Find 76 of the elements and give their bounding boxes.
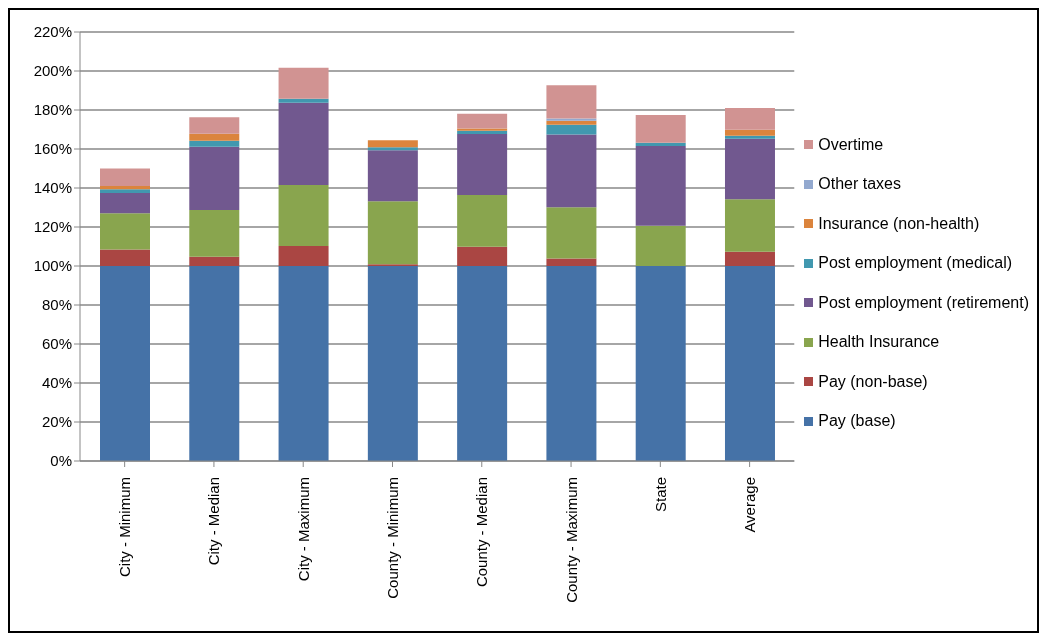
legend-label: Pay (base) [818, 412, 896, 431]
bar [189, 256, 240, 266]
bar [278, 67, 329, 99]
legend-label: Post employment (retirement) [818, 293, 1029, 312]
y-tick-label: 60% [41, 335, 72, 353]
bar [635, 225, 686, 266]
bar [367, 201, 418, 265]
legend-label: Health Insurance [818, 333, 940, 352]
legend-label: Other taxes [818, 175, 901, 194]
bar [724, 138, 775, 200]
bar [278, 102, 329, 186]
bar [724, 108, 775, 130]
bar [546, 85, 597, 119]
y-tick-label: 180% [33, 101, 72, 119]
bar [189, 133, 240, 141]
bar [100, 168, 150, 187]
x-tick-label: County - Minimum [383, 477, 401, 599]
bar [457, 266, 508, 461]
bar [724, 251, 775, 266]
x-tick-label: State [651, 477, 669, 513]
bar [100, 249, 150, 266]
bar [189, 146, 240, 211]
y-tick-label: 100% [33, 257, 72, 275]
bar [367, 150, 418, 202]
bar [189, 266, 240, 461]
legend-label: Post employment (medical) [818, 254, 1013, 273]
y-tick-label: 80% [41, 296, 72, 314]
bar [635, 145, 686, 226]
bar [100, 213, 150, 250]
x-tick-label: City - Maximum [294, 477, 312, 582]
y-tick-label: 0% [50, 452, 72, 470]
x-tick-label: City - Median [205, 477, 223, 566]
bar [189, 140, 240, 147]
legend-label: Overtime [818, 135, 884, 154]
bar [546, 118, 597, 121]
y-tick-label: 40% [41, 374, 72, 392]
bar [546, 258, 597, 266]
bar [367, 266, 418, 461]
bar [278, 266, 329, 461]
bar [546, 134, 597, 208]
bar [278, 245, 329, 266]
y-tick-label: 120% [33, 218, 72, 236]
bar [546, 266, 597, 461]
bar [367, 147, 418, 151]
bar [546, 207, 597, 259]
y-tick-label: 220% [33, 23, 72, 41]
bar [724, 129, 775, 136]
legend-label: Pay (non-base) [818, 372, 928, 391]
bar [724, 266, 775, 461]
y-tick-label: 20% [41, 413, 72, 431]
bar [635, 115, 686, 143]
y-tick-label: 140% [33, 179, 72, 197]
bar [189, 117, 240, 134]
bar [724, 135, 775, 139]
bar [457, 133, 508, 196]
x-tick-label: County - Maximum [562, 477, 580, 603]
legend-label: Insurance (non-health) [818, 214, 980, 233]
x-tick-label: County - Median [473, 477, 491, 588]
bar [635, 266, 686, 461]
bar [278, 98, 329, 103]
bar [278, 185, 329, 246]
y-tick-label: 200% [33, 62, 72, 80]
y-tick-label: 160% [33, 140, 72, 158]
bar [189, 210, 240, 257]
bar [546, 124, 597, 135]
bar [457, 246, 508, 266]
bar [100, 192, 150, 214]
bar [457, 195, 508, 247]
x-tick-label: City - Minimum [116, 477, 134, 577]
bar [546, 120, 597, 125]
bar [367, 140, 418, 148]
bar [100, 266, 150, 461]
bar [635, 142, 686, 146]
x-tick-label: Average [741, 477, 759, 533]
bar [724, 199, 775, 252]
bar [457, 113, 508, 129]
